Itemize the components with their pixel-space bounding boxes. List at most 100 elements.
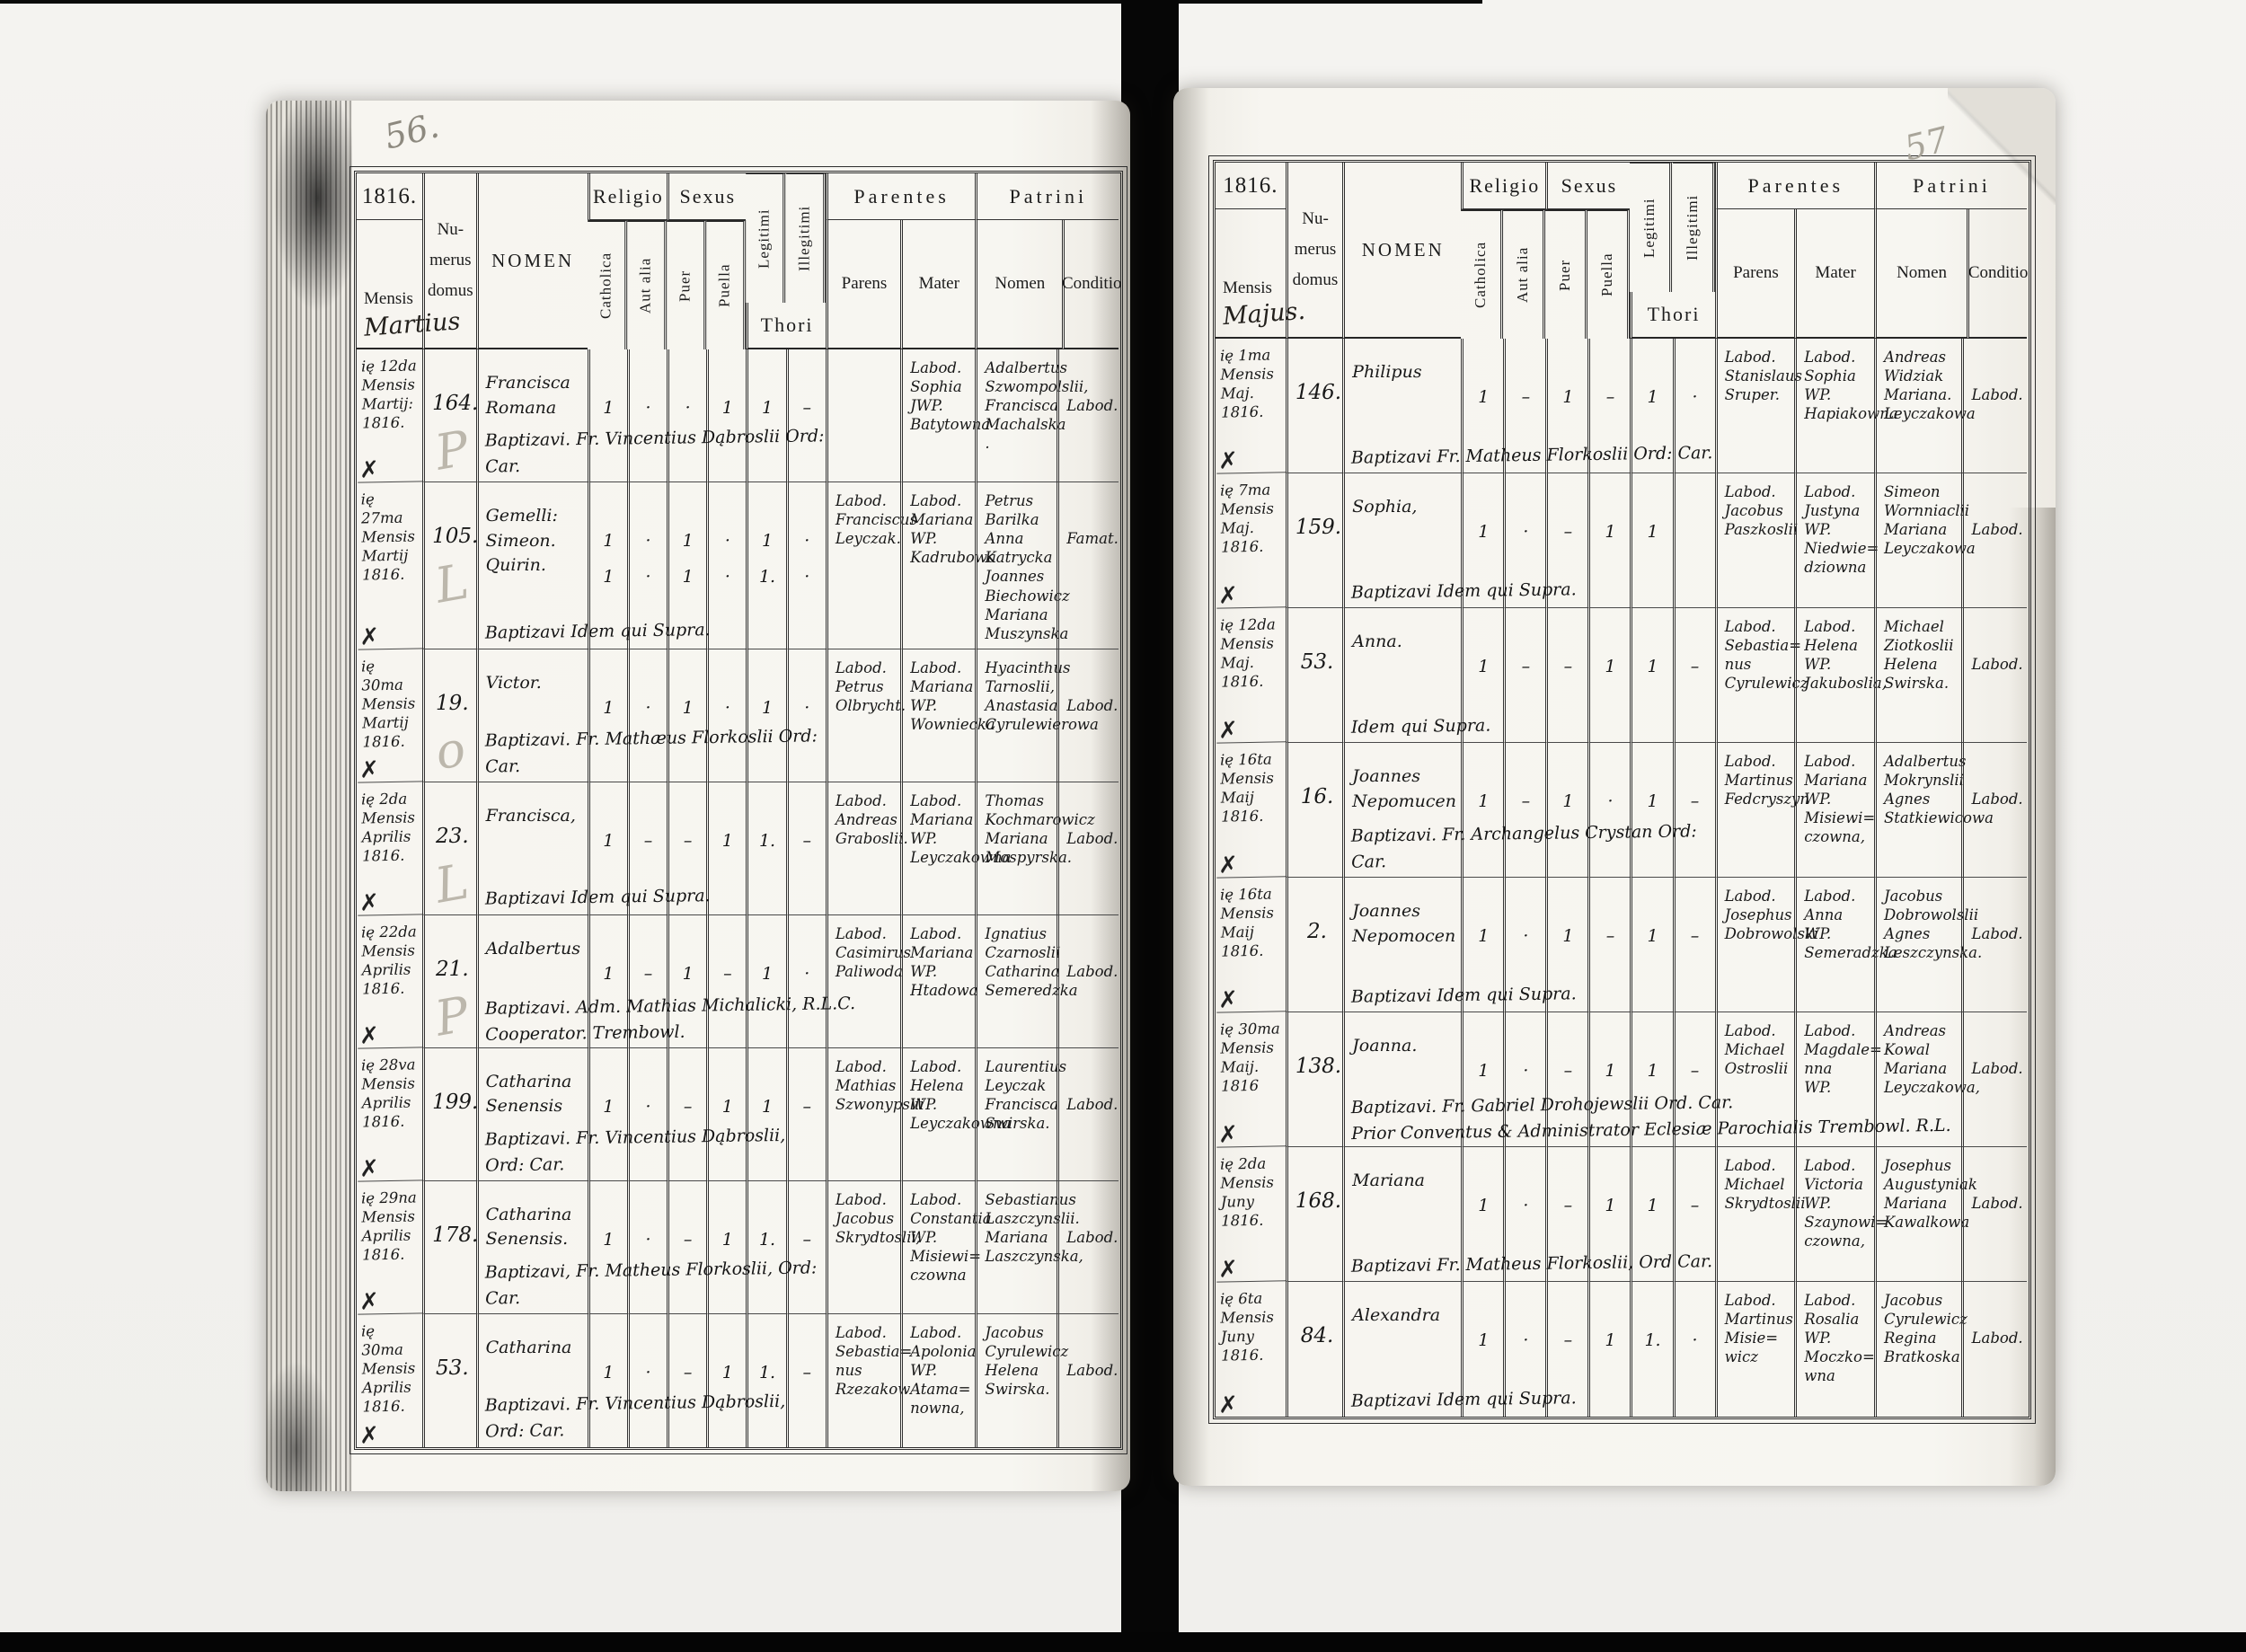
entry-date-text: ię 16ta Mensis Maij 1816. xyxy=(1219,885,1275,960)
entry-mater: Labod. Apolonia WP. Atama= nowna, xyxy=(900,1313,976,1447)
mark-catholica: 1 xyxy=(1461,1282,1503,1417)
entry-patrini-nomen: Jacobus Cyrulewicz Regina Bratkoska xyxy=(1873,1282,1967,1417)
entry-date-text: ię 16ta Mensis Maij 1816. xyxy=(1219,750,1275,826)
entry-patrini-nomen: Hyacinthus Tarnoslii, Anastasia Cyrulewi… xyxy=(975,649,1099,782)
header-month: Mensis Martius xyxy=(357,220,461,349)
mark-legitimi: 1 xyxy=(1630,608,1673,743)
entry-parens: Labod. Jacobus Skrydtoslii; xyxy=(825,1180,921,1314)
x-mark: ✗ xyxy=(358,1421,380,1450)
entry-name: Catharina xyxy=(475,1313,588,1447)
mark-puer: 1 xyxy=(667,649,707,782)
entry-parens: Labod. Josephus Dobrowolski xyxy=(1714,878,1818,1012)
entry-date-text: ię 30ma Mensis Aprilis 1816. xyxy=(360,1322,416,1416)
mark-aut-alia: · xyxy=(1503,1012,1546,1147)
entry-name: Philipus xyxy=(1342,339,1462,473)
x-mark: ✗ xyxy=(1217,1391,1239,1419)
entry-mater: Labod. Helena WP. Leyczakowna xyxy=(900,1047,1011,1181)
entry-name: Joannes Nepomocen xyxy=(1342,878,1462,1012)
mark-illegitimi: · xyxy=(1672,1282,1715,1417)
header-parens: Parens xyxy=(1714,209,1795,339)
header-month: Mensis Majus. xyxy=(1216,209,1306,339)
mark-puella: 1 xyxy=(1587,473,1631,608)
header-catholica: Catholica xyxy=(587,220,627,349)
entry-name: Gemelli: Simeon. Quirin. xyxy=(475,482,588,649)
mark-catholica: 1 xyxy=(1461,743,1504,878)
house-number: 168. xyxy=(1295,1189,1342,1213)
entry-date-text: ię 2da Mensis Juny 1816. xyxy=(1219,1154,1275,1230)
scanner-edge-top xyxy=(0,0,1482,4)
mark-puer: – xyxy=(667,782,707,915)
entry-date-text: ię 30ma Mensis Maij. 1816 xyxy=(1219,1020,1280,1095)
mark-aut-alia: · xyxy=(1503,1147,1546,1282)
mark-aut-alia: · xyxy=(626,1047,668,1181)
mark-aut-alia: · xyxy=(1503,878,1546,1012)
x-mark: ✗ xyxy=(358,455,380,484)
entry-name: Joannes Nepomucen xyxy=(1342,743,1462,878)
mark-catholica: 1 xyxy=(587,1180,627,1314)
entry-mater: Labod. Mariana WP. Htadowa xyxy=(900,914,977,1048)
mark-puella: 1 xyxy=(706,349,747,482)
header-nomen: NOMEN xyxy=(1342,163,1462,339)
header-year: 1816. xyxy=(357,173,423,220)
entry-patrini-conditio: Labod. xyxy=(1961,1012,2028,1147)
mark-puer: 1 xyxy=(1545,878,1588,1012)
entry-patrini-conditio: Labod. xyxy=(1057,1180,1119,1314)
entry-mater: Labod. Mariana WP. Wowniecka xyxy=(900,649,995,782)
entry-name: Francisca, xyxy=(475,782,588,915)
mark-aut-alia: – xyxy=(1503,743,1546,878)
entry-patrini-nomen: Andreas Widziak Mariana. Leyczakowa xyxy=(1873,339,1976,473)
header-mater: Mater xyxy=(1794,209,1874,339)
entry-patrini-nomen: Jacobus Dobrowolslii Agnes Leszczynska. xyxy=(1873,878,1982,1012)
header-patrini: Patrini xyxy=(975,173,1119,220)
mark-catholica: 1 xyxy=(587,782,627,915)
house-number: 2. xyxy=(1307,920,1327,943)
x-mark: ✗ xyxy=(1217,985,1239,1014)
house-number: 138. xyxy=(1295,1055,1342,1078)
mark-legitimi: 1. xyxy=(1630,1282,1672,1417)
entry-house-number: 105. L xyxy=(422,482,478,649)
entry-date: ię 2da Mensis Aprilis 1816. ✗ xyxy=(355,782,424,916)
house-number: 164. xyxy=(432,392,479,415)
entry-patrini-nomen: Josephus Augustyniak Mariana Kawalkowa xyxy=(1873,1147,1977,1282)
page-left: 56. 1816. Mensis Martius Nu- merus domus… xyxy=(266,101,1130,1491)
mark-puella: 1 xyxy=(706,1047,747,1181)
mark-illegitimi: · xyxy=(1672,339,1715,473)
entry-date-text: ię 2da Mensis Aprilis 1816. xyxy=(360,790,416,865)
entry-house-number: 21. P xyxy=(422,914,476,1048)
mark-puella: 1 xyxy=(1587,1012,1631,1147)
entry-house-number: 178. xyxy=(422,1180,479,1314)
entry-patrini-conditio: Labod. xyxy=(1961,473,2028,608)
header-puer: Puer xyxy=(1545,209,1588,339)
header-legitimi: Legitimi xyxy=(746,173,786,303)
entry-house-number: 164. P xyxy=(422,349,479,482)
entry-mater: Labod. Mariana WP. Kadrubowa xyxy=(900,482,996,649)
entry-name: Anna. xyxy=(1342,608,1462,743)
header-illegitimi: Illegitimi xyxy=(1672,163,1715,292)
mark-puella: 1 xyxy=(1587,1282,1630,1417)
mark-illegitimi: – xyxy=(1672,743,1715,878)
house-number: 178. xyxy=(432,1223,479,1247)
mark-legitimi: 1 xyxy=(1630,473,1673,608)
entry-parens: Labod. Martinus Misie= wicz xyxy=(1714,1282,1795,1417)
house-number: 199. xyxy=(432,1090,479,1114)
entry-date-text: ię 29na Mensis Aprilis 1816. xyxy=(360,1188,417,1264)
register-table-left: 1816. Mensis Martius Nu- merus domus NOM… xyxy=(349,166,1127,1454)
mark-illegitimi: – xyxy=(785,782,826,915)
entry-date-text: ię 22da Mensis Aprilis 1816. xyxy=(360,923,417,998)
mark-illegitimi: – xyxy=(785,349,826,482)
entry-date-text: ię 6ta Mensis Juny 1816. xyxy=(1219,1289,1275,1365)
mark-aut-alia: – xyxy=(1503,339,1546,473)
entry-patrini-nomen: Adalbertus Szwompolslii, Francisca Macha… xyxy=(975,349,1088,482)
entry-patrini-conditio: Labod. xyxy=(1961,1147,2028,1282)
mark-aut-alia: · · xyxy=(626,482,668,649)
entry-date: ię 7ma Mensis Maj. 1816. ✗ xyxy=(1214,473,1287,609)
header-religio: Religio xyxy=(1461,163,1546,209)
entry-date-text: ię 1ma Mensis Maj. 1816. xyxy=(1219,346,1275,421)
mark-puella: 1 xyxy=(706,1313,746,1447)
mark-legitimi: 1 xyxy=(746,649,786,782)
entry-date-text: ię 30ma Mensis Martij 1816. xyxy=(360,658,416,751)
house-number: 146. xyxy=(1295,381,1342,404)
entry-patrini-nomen: Jacobus Cyrulewicz Helena Swirska. xyxy=(975,1313,1068,1447)
header-patrini-nomen: Nomen xyxy=(1873,209,1967,339)
pencil-letter: L xyxy=(430,552,473,614)
